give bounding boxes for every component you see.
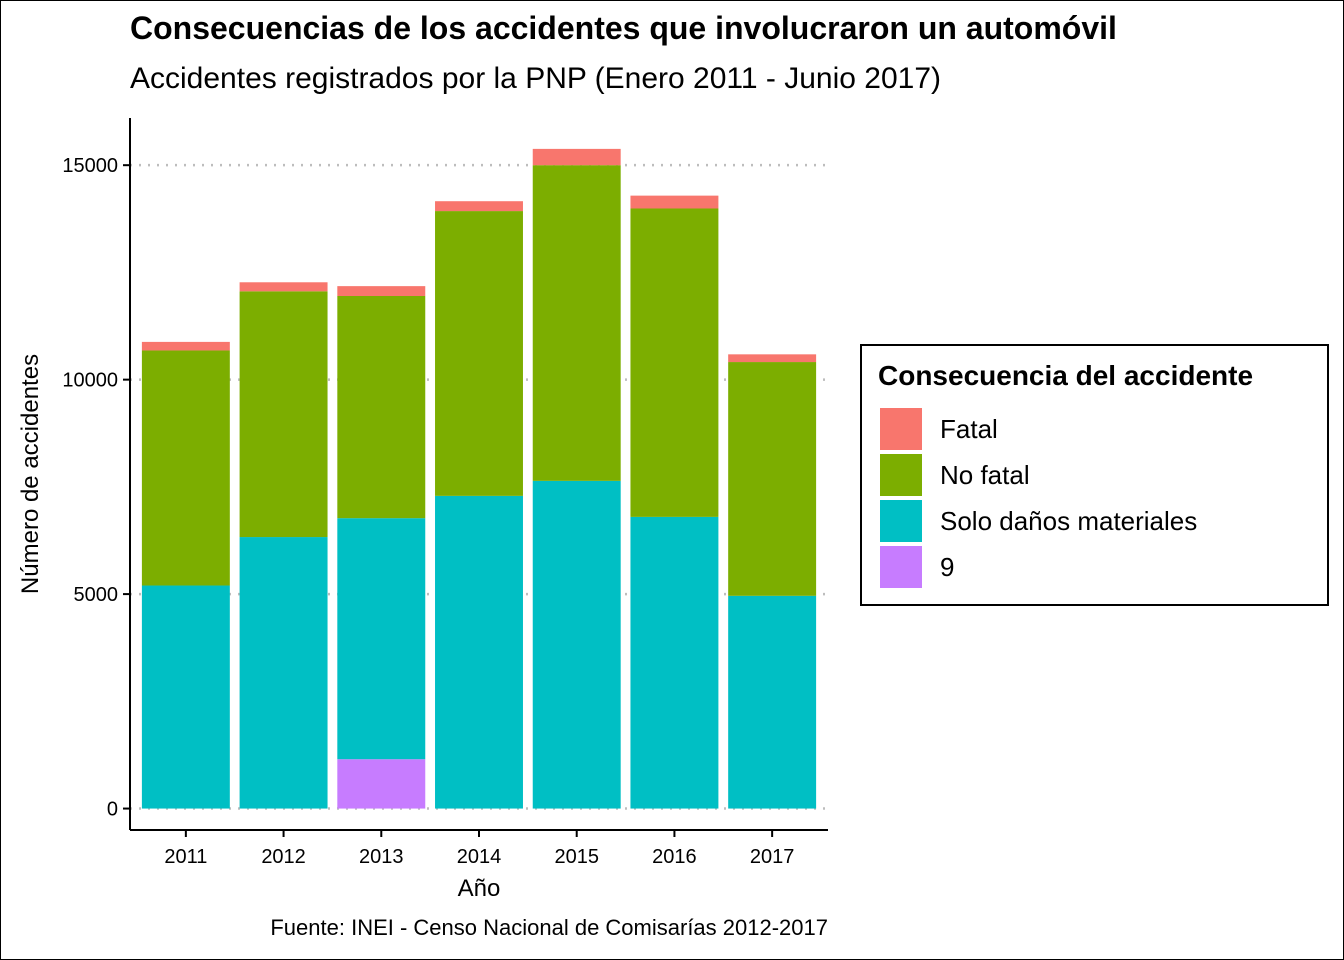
x-tick-label-2011: 2011 <box>164 846 207 868</box>
bar-2013-solo-daños-materiales <box>337 518 426 760</box>
legend-label: 9 <box>940 551 955 582</box>
legend-item-9: 9 <box>880 546 954 588</box>
bar-2017-fatal <box>728 354 817 363</box>
bar-2011-solo-daños-materiales <box>141 585 230 809</box>
bar-2011-fatal <box>141 341 230 351</box>
bar-2015-solo-daños-materiales <box>532 480 621 809</box>
y-tick-label-0: 0 <box>107 799 118 821</box>
bar-2014-no-fatal <box>435 211 523 496</box>
bars <box>141 148 817 809</box>
bar-2013-fatal <box>337 286 426 296</box>
legend-item-fatal: Fatal <box>880 408 998 450</box>
x-tick-label-2015: 2015 <box>554 846 599 868</box>
x-tick-label-2013: 2013 <box>359 846 404 868</box>
x-tick-label-2017: 2017 <box>750 846 795 868</box>
legend-item-no-fatal: No fatal <box>880 454 1030 496</box>
bar-2012-solo-daños-materiales <box>239 537 328 809</box>
bar-2015-no-fatal <box>532 165 621 481</box>
y-tick-label-10000: 10000 <box>62 370 118 392</box>
y-axis-label: Número de accidentes <box>17 354 44 594</box>
x-tick-label-2012: 2012 <box>261 846 306 868</box>
legend-label: No fatal <box>940 459 1030 490</box>
bar-2014-solo-daños-materiales <box>435 495 523 809</box>
x-tick-label-2016: 2016 <box>652 846 697 868</box>
y-tick-label-5000: 5000 <box>74 584 119 606</box>
legend-key <box>880 408 922 450</box>
legend-title: Consecuencia del accidente <box>878 360 1254 391</box>
legend-label: Fatal <box>940 413 998 444</box>
bar-2016-solo-daños-materiales <box>630 516 719 809</box>
legend-key <box>880 500 922 542</box>
chart-title: Consecuencias de los accidentes que invo… <box>130 10 1117 46</box>
bar-2016-no-fatal <box>630 208 719 517</box>
legend: Consecuencia del accidente Fatal No fatal… <box>860 344 1329 606</box>
legend-key <box>880 546 922 588</box>
bar-2013-no-fatal <box>337 296 426 519</box>
bar-2016-fatal <box>630 195 719 209</box>
bar-2017-solo-daños-materiales <box>728 595 817 809</box>
y-tick-label-15000: 15000 <box>62 155 118 177</box>
bar-2015-fatal <box>532 148 621 166</box>
bar-2017-no-fatal <box>728 362 817 596</box>
bar-2012-no-fatal <box>239 291 328 538</box>
bar-2014-fatal <box>435 201 523 212</box>
x-tick-label-2014: 2014 <box>457 846 502 868</box>
legend-label: Solo daños materiales <box>940 505 1198 536</box>
bar-2013-9 <box>337 759 426 809</box>
axes: 0 5000 10000 15000 2011 2012 2013 2014 2015 2016 2… <box>62 118 828 868</box>
chart-subtitle: Accidentes registrados por la PNP (Enero… <box>130 62 942 95</box>
legend-item-solo-daños-materiales: Solo daños materiales <box>880 500 1197 542</box>
legend-key <box>880 454 922 496</box>
x-axis-label: Año <box>458 875 501 902</box>
bar-2012-fatal <box>239 282 328 292</box>
bar-2011-no-fatal <box>141 350 230 586</box>
chart-caption: Fuente: INEI - Censo Nacional de Comisar… <box>270 915 828 940</box>
